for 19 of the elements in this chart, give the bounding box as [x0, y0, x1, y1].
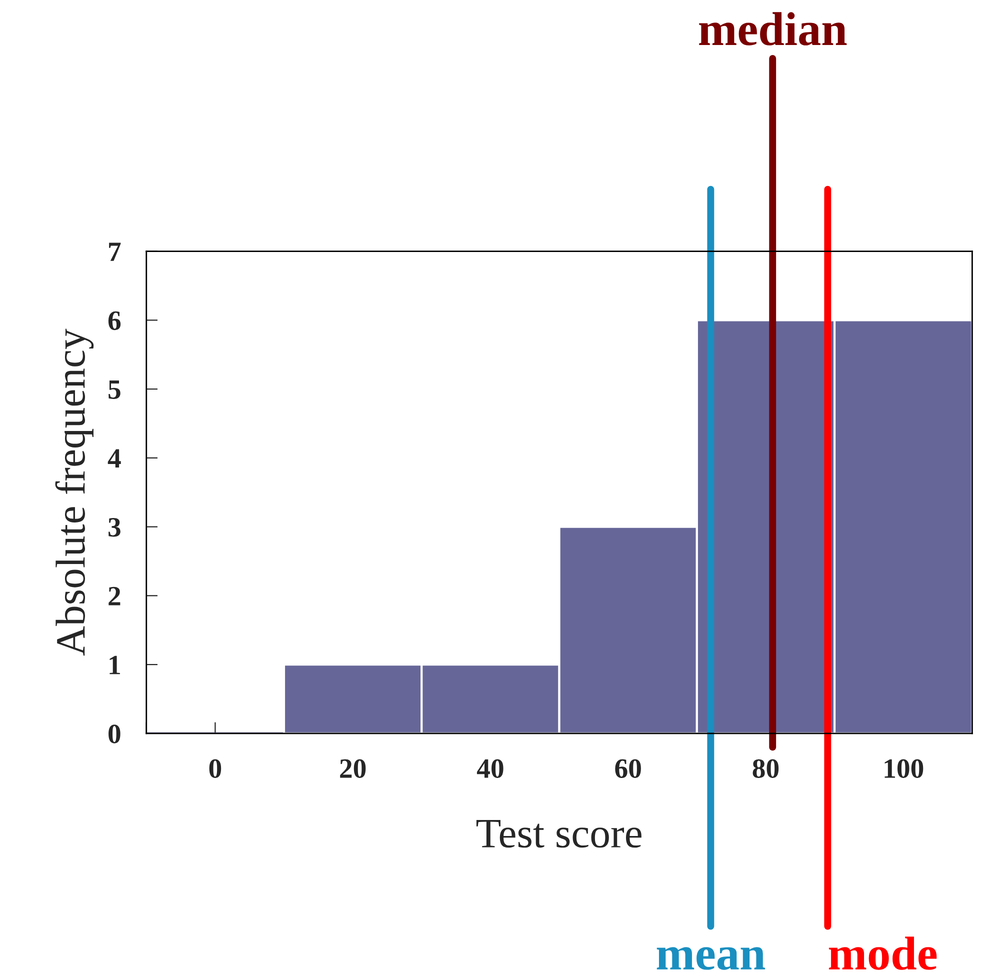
y-tick-label: 5: [108, 380, 120, 399]
y-tick-label: 6: [108, 311, 121, 330]
x-axis-title: Test score: [476, 820, 642, 848]
x-tick-label: 0: [209, 759, 222, 778]
y-tick-label: 7: [109, 242, 121, 261]
x-tick-label: 20: [340, 759, 366, 778]
y-tick-label: 0: [108, 724, 120, 744]
ref-line-label: mode: [828, 936, 937, 970]
x-tick-label: 80: [752, 759, 779, 778]
y-tick-label: 2: [108, 586, 120, 606]
y-tick-label: 1: [110, 656, 120, 674]
ref-line-label: mean: [656, 947, 766, 970]
y-axis-title: Absolute frequency: [55, 328, 94, 656]
x-tick-label: 40: [476, 759, 504, 778]
ref-line-label: median: [699, 12, 847, 46]
y-tick-label: 4: [108, 449, 121, 468]
y-tick-label: 3: [108, 518, 120, 537]
x-tick-label: 100: [884, 759, 924, 778]
x-tick-label: 60: [615, 759, 641, 778]
